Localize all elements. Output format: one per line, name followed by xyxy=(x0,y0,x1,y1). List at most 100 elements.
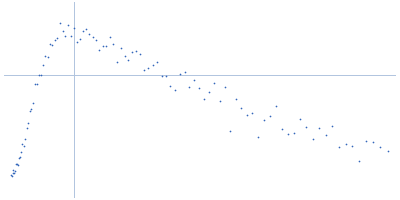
Point xyxy=(20,144,27,147)
Point xyxy=(10,168,17,172)
Point xyxy=(211,82,218,85)
Point xyxy=(336,146,342,149)
Point xyxy=(10,172,16,175)
Point xyxy=(222,86,228,89)
Point xyxy=(77,38,83,41)
Point xyxy=(163,75,169,78)
Point xyxy=(145,66,152,70)
Point xyxy=(38,74,44,77)
Point xyxy=(172,88,178,91)
Point xyxy=(36,74,42,77)
Point xyxy=(8,174,14,177)
Point xyxy=(32,82,38,85)
Point xyxy=(49,43,56,47)
Point xyxy=(216,99,223,102)
Point xyxy=(80,30,86,33)
Point xyxy=(196,86,202,89)
Point xyxy=(297,117,303,120)
Point xyxy=(23,127,30,130)
Point xyxy=(238,107,244,110)
Point xyxy=(363,139,370,142)
Point xyxy=(227,129,234,133)
Point xyxy=(16,156,22,159)
Point xyxy=(103,45,109,48)
Point xyxy=(62,34,69,37)
Point xyxy=(26,109,33,113)
Point xyxy=(356,159,362,163)
Point xyxy=(121,54,128,57)
Point xyxy=(384,149,391,153)
Point xyxy=(106,36,113,39)
Point xyxy=(34,82,40,85)
Point xyxy=(22,137,28,141)
Point xyxy=(83,27,90,31)
Point xyxy=(329,124,336,128)
Point xyxy=(110,43,116,46)
Point xyxy=(71,27,77,30)
Point xyxy=(191,78,197,81)
Point xyxy=(255,135,261,138)
Point xyxy=(137,52,144,55)
Point xyxy=(44,55,51,58)
Point xyxy=(176,73,183,76)
Point xyxy=(13,163,19,166)
Point xyxy=(206,91,212,94)
Point xyxy=(60,29,66,33)
Point xyxy=(244,113,250,116)
Point xyxy=(11,172,17,175)
Point xyxy=(47,43,53,46)
Point xyxy=(167,85,174,88)
Point xyxy=(42,54,48,58)
Point xyxy=(141,68,148,72)
Point xyxy=(310,137,316,140)
Point xyxy=(342,143,349,146)
Point xyxy=(278,128,285,131)
Point xyxy=(118,47,124,50)
Point xyxy=(201,98,207,101)
Point xyxy=(285,133,291,136)
Point xyxy=(86,32,93,36)
Point xyxy=(186,85,192,89)
Point xyxy=(57,21,63,24)
Point xyxy=(65,23,72,26)
Point xyxy=(30,102,36,105)
Point xyxy=(316,127,322,130)
Point xyxy=(19,143,26,146)
Point xyxy=(96,48,102,51)
Point xyxy=(68,35,74,38)
Point xyxy=(129,50,136,54)
Point xyxy=(100,45,106,48)
Point xyxy=(158,75,165,78)
Point xyxy=(18,150,24,154)
Point xyxy=(377,145,384,148)
Point xyxy=(125,58,132,61)
Point xyxy=(28,107,34,110)
Point xyxy=(9,174,15,178)
Point xyxy=(12,170,18,173)
Point xyxy=(89,36,96,39)
Point xyxy=(17,155,23,158)
Point xyxy=(272,104,279,107)
Point xyxy=(349,145,356,148)
Point xyxy=(54,37,61,40)
Point xyxy=(303,126,310,129)
Point xyxy=(249,111,256,114)
Point xyxy=(291,131,297,134)
Point xyxy=(266,114,273,118)
Point xyxy=(74,40,80,44)
Point xyxy=(261,118,267,122)
Point xyxy=(181,70,188,73)
Point xyxy=(40,63,46,67)
Point xyxy=(232,97,239,100)
Point xyxy=(14,162,20,166)
Point xyxy=(114,60,120,63)
Point xyxy=(133,49,139,53)
Point xyxy=(25,122,31,125)
Point xyxy=(150,63,156,67)
Point xyxy=(52,38,58,41)
Point xyxy=(323,133,329,136)
Point xyxy=(370,141,376,144)
Point xyxy=(154,60,160,63)
Point xyxy=(93,39,99,42)
Point xyxy=(14,163,21,166)
